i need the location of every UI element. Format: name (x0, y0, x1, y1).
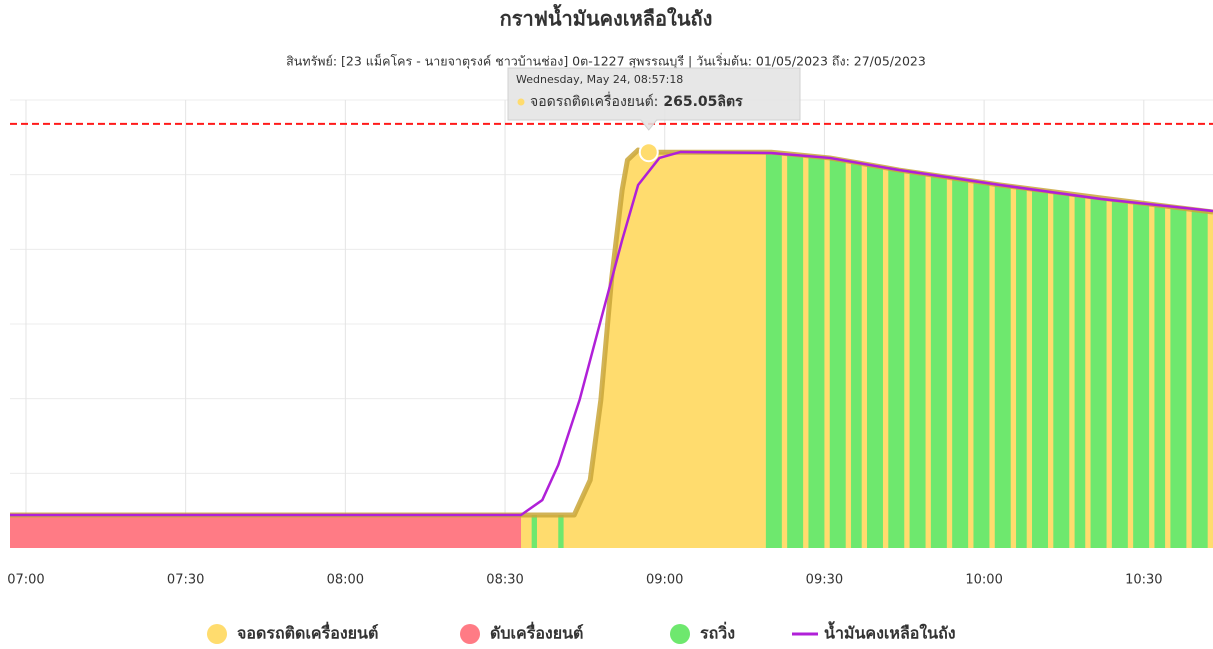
x-tick-label: 08:30 (486, 573, 523, 588)
tooltip-date: Wednesday, May 24, 08:57:18 (516, 73, 683, 86)
tooltip-box (507, 67, 801, 131)
state-band (930, 150, 947, 548)
legend-swatch (670, 624, 690, 644)
x-tick-label: 09:30 (806, 573, 843, 588)
legend-label: จอดรถติดเครื่องยนต์ (237, 622, 378, 643)
state-band (952, 150, 969, 548)
tooltip-value: 265.05ลิตร (663, 94, 743, 110)
state-band (1170, 150, 1187, 548)
state-band (1074, 150, 1086, 548)
tooltip-series: จอดรถติดเครื่องยนต์: (530, 92, 658, 110)
x-tick-label: 10:00 (965, 573, 1002, 588)
x-tick-label: 07:30 (167, 573, 204, 588)
fuel-line (10, 150, 1213, 517)
state-band (1111, 150, 1128, 548)
state-band (787, 150, 804, 548)
state-band (765, 150, 782, 548)
state-band (851, 150, 862, 548)
state-band (888, 150, 905, 548)
state-band (1154, 150, 1166, 548)
x-tick-label: 08:00 (327, 573, 364, 588)
state-band (867, 150, 883, 548)
tooltip-swatch (517, 98, 525, 106)
state-band (1053, 150, 1070, 548)
state-band (973, 150, 990, 548)
state-band (909, 150, 926, 548)
state-band (994, 150, 1011, 548)
legend-label: ดับเครื่องยนต์ (490, 622, 583, 643)
x-tick-label: 07:00 (7, 573, 44, 588)
x-tick-label: 10:30 (1125, 573, 1162, 588)
legend-swatch (207, 624, 227, 644)
legend-swatch (460, 624, 480, 644)
state-band (1133, 150, 1150, 548)
state-band (1016, 150, 1027, 548)
x-tick-label: 09:00 (646, 573, 683, 588)
state-band (1090, 150, 1107, 548)
legend-label: น้ำมันคงเหลือในถัง (824, 621, 956, 643)
tooltip-point (638, 142, 659, 163)
state-band (1032, 150, 1048, 548)
state-band (1191, 150, 1208, 548)
state-band (829, 150, 846, 548)
tooltip-label: จอดรถติดเครื่องยนต์: 265.05ลิตร (530, 92, 743, 110)
legend-label: รถวิ่ง (700, 622, 735, 643)
state-band (808, 150, 825, 548)
chart-subtitle: สินทรัพย์: [23 แม็คโคร - นายจาตุรงค์ ชาว… (286, 53, 926, 70)
chart-title: กราฟน้ำมันคงเหลือในถัง (500, 4, 713, 31)
